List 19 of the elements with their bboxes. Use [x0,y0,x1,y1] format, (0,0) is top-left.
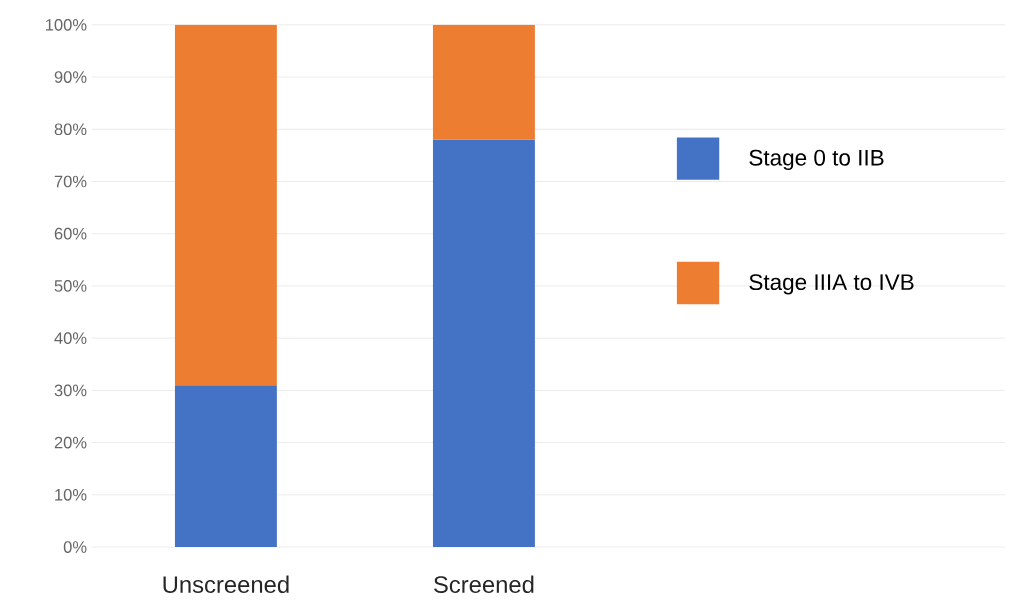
y-tick-label: 40% [54,332,87,345]
bar [432,25,535,140]
y-tick-label: 80% [54,123,87,136]
y-tick-label: 70% [54,175,87,188]
y-tick-label: 20% [54,436,87,449]
legend-label: Stage IIIA to IVB [749,274,914,295]
x-tick-label: Screened [434,575,534,594]
y-tick-label: 50% [54,280,87,293]
y-tick-label: 30% [54,384,87,397]
y-tick-label: 60% [54,228,87,240]
y-tick-label: 100% [46,19,87,31]
y-tick-label: 10% [55,489,87,501]
y-tick-label: 0% [63,541,87,554]
bar [174,25,277,386]
legend-label: Stage 0 to IIB [749,149,884,171]
bar [432,139,535,548]
x-tick-label: Unscreened [163,575,289,594]
bar [174,385,277,548]
y-tick-label: 90% [54,71,87,84]
